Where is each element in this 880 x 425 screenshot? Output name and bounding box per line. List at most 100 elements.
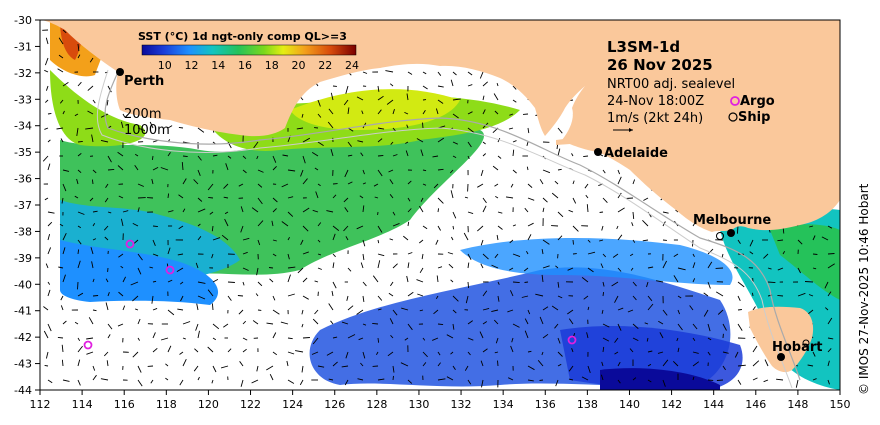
current-vector <box>207 289 214 297</box>
current-vector <box>630 267 634 271</box>
current-vector <box>509 290 514 297</box>
current-vector <box>297 267 304 274</box>
current-vector <box>557 127 563 134</box>
current-vector <box>512 85 517 90</box>
current-vector <box>479 71 484 79</box>
current-vector <box>512 281 520 284</box>
current-vector <box>662 260 668 269</box>
current-vector <box>167 309 175 316</box>
current-vector <box>117 151 124 157</box>
current-vector <box>317 99 321 107</box>
current-vector <box>45 85 49 91</box>
current-vector <box>392 365 395 373</box>
current-vector <box>557 295 563 299</box>
current-vector <box>77 292 84 297</box>
current-vector <box>317 365 325 368</box>
current-vector <box>137 337 140 341</box>
current-vector <box>224 218 229 227</box>
current-vector <box>437 351 441 356</box>
current-vector <box>104 197 109 203</box>
current-vector <box>737 379 742 385</box>
current-vector <box>692 323 698 330</box>
current-vector <box>120 218 124 227</box>
current-vector <box>656 280 664 283</box>
current-vector <box>47 233 51 241</box>
current-vector <box>317 267 322 270</box>
current-vector <box>91 179 94 185</box>
current-vector <box>510 345 514 353</box>
current-vector <box>91 134 94 143</box>
current-vector <box>542 169 551 174</box>
current-vector <box>132 222 139 227</box>
current-vector <box>647 266 654 269</box>
current-vector <box>510 183 514 188</box>
current-vector <box>151 178 154 185</box>
current-vector <box>467 127 475 133</box>
current-vector <box>137 379 143 387</box>
current-vector <box>61 197 64 204</box>
ship-legend-label: Ship <box>738 110 770 125</box>
current-vector <box>436 275 439 283</box>
current-vector <box>377 378 385 381</box>
current-vector <box>658 320 664 325</box>
current-vector <box>134 164 139 171</box>
current-vector <box>827 225 833 229</box>
lat-tick-label: -43 <box>14 358 32 371</box>
current-vector <box>542 333 549 339</box>
current-vector <box>152 239 156 246</box>
current-vector <box>419 239 424 244</box>
current-vector <box>497 211 503 214</box>
current-vector <box>287 169 296 172</box>
current-vector <box>227 281 235 283</box>
current-vector <box>736 225 739 234</box>
current-vector <box>105 278 109 283</box>
current-vector <box>105 302 109 311</box>
current-vector <box>467 253 472 261</box>
current-vector <box>537 360 544 367</box>
current-vector <box>122 276 127 283</box>
current-vector <box>341 365 349 368</box>
current-vector <box>212 154 218 157</box>
current-vector <box>345 85 349 94</box>
current-vector <box>76 127 79 136</box>
current-vector <box>62 233 67 241</box>
current-vector <box>467 84 473 87</box>
current-vector <box>60 295 64 301</box>
current-vector <box>797 267 801 274</box>
current-vector <box>631 222 634 227</box>
current-vector <box>707 281 711 289</box>
current-vector <box>197 330 200 339</box>
current-vector <box>804 281 814 283</box>
current-vector <box>326 210 334 213</box>
current-vector <box>392 263 398 269</box>
current-vector <box>344 379 349 386</box>
current-vector <box>657 351 664 354</box>
current-vector <box>827 317 833 325</box>
lat-tick-label: -35 <box>14 146 32 159</box>
lon-tick-label: 112 <box>30 398 51 411</box>
current-vector <box>377 337 380 343</box>
current-vector <box>721 253 724 258</box>
current-vector <box>722 351 729 354</box>
current-vector <box>221 234 229 241</box>
current-vector <box>62 247 66 255</box>
current-vector <box>197 155 202 161</box>
current-vector <box>193 365 199 372</box>
current-vector <box>372 322 379 325</box>
current-vector <box>557 281 560 288</box>
ship-icon <box>802 339 810 347</box>
current-vector <box>332 253 336 258</box>
current-vector <box>763 253 769 259</box>
current-vector <box>673 253 679 257</box>
current-vector <box>332 361 338 367</box>
current-vector <box>446 376 454 381</box>
current-vector <box>467 155 470 160</box>
current-vector <box>45 263 49 269</box>
current-vector <box>58 266 64 269</box>
current-vector <box>58 37 64 45</box>
perth-marker <box>116 68 124 76</box>
current-vector <box>617 234 623 241</box>
current-vector <box>207 183 214 191</box>
current-vector <box>467 320 473 325</box>
current-vector <box>197 127 205 133</box>
